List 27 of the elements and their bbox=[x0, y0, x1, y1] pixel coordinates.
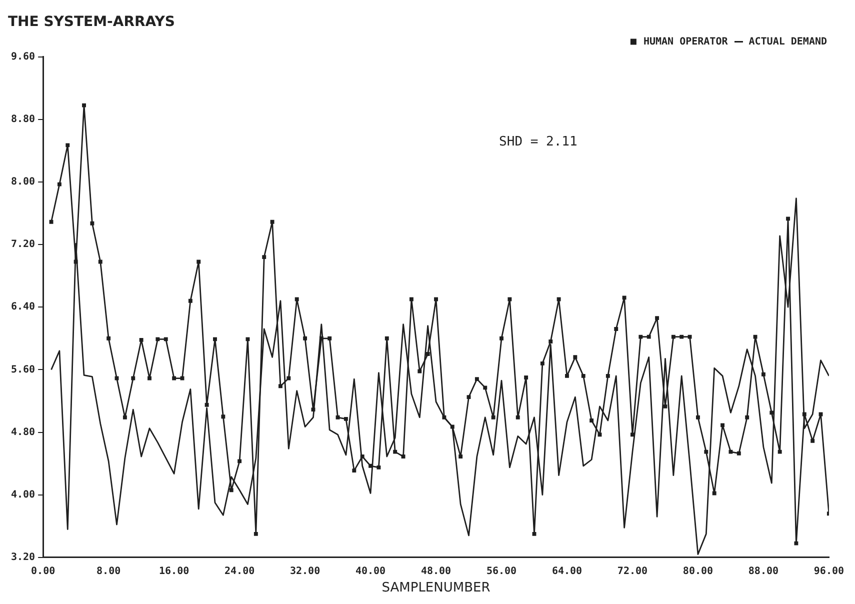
y-tick-label: 3.20 bbox=[10, 552, 36, 563]
x-axis-title: SAMPLENUMBER bbox=[382, 580, 490, 596]
x-tick-label: 56.00 bbox=[486, 566, 517, 577]
y-tick-label: 7.20 bbox=[10, 239, 36, 250]
x-tick-label: 32.00 bbox=[290, 566, 320, 577]
y-tick-label: 8.00 bbox=[10, 176, 36, 188]
y-tick-label: 6.40 bbox=[10, 302, 36, 313]
x-tick-label: 8.00 bbox=[96, 566, 121, 577]
x-tick-label: 48.00 bbox=[420, 566, 452, 577]
x-tick-label: 40.00 bbox=[355, 566, 386, 577]
x-tick-label: 72.00 bbox=[617, 566, 648, 577]
legend-label: HUMAN OPERATOR bbox=[643, 36, 729, 48]
x-tick-label: 64.00 bbox=[552, 566, 582, 577]
x-tick-label: 16.00 bbox=[159, 566, 190, 577]
x-tick-label: 96.00 bbox=[814, 566, 844, 577]
x-tick-label: 88.00 bbox=[748, 566, 779, 577]
chart-title: THE SYSTEM-ARRAYS bbox=[8, 14, 175, 30]
annotation: SHD = 2.11 bbox=[499, 134, 578, 150]
x-tick-label: 80.00 bbox=[682, 566, 714, 577]
x-tick-label: 24.00 bbox=[224, 566, 255, 577]
y-tick-label: 4.00 bbox=[10, 489, 36, 500]
legend-label: ACTUAL DEMAND bbox=[748, 36, 828, 48]
y-tick-label: 4.80 bbox=[10, 426, 36, 438]
y-tick-label: 5.60 bbox=[10, 364, 36, 376]
y-tick-label: 8.80 bbox=[10, 114, 36, 125]
y-tick-label: 9.60 bbox=[10, 51, 36, 62]
x-tick-label: 0.00 bbox=[31, 566, 56, 577]
